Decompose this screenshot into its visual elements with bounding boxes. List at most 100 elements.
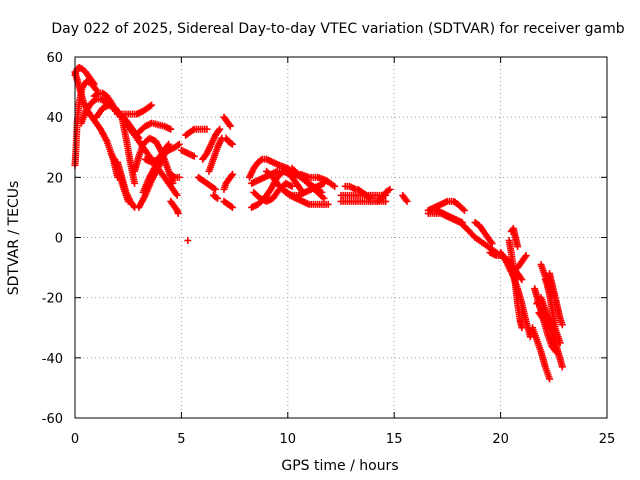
series-arc25	[222, 134, 236, 148]
series-arc08	[114, 101, 156, 118]
data-point	[174, 141, 182, 149]
y-tick-labels: -60 -40 -20 0 20 40 60	[42, 51, 63, 427]
series-arc06	[92, 101, 139, 187]
data-point	[548, 324, 556, 332]
data-point	[288, 182, 296, 190]
data-point	[226, 122, 234, 130]
series-arc34	[288, 164, 328, 202]
x-tick-label: 5	[177, 432, 185, 447]
data-point	[227, 202, 235, 210]
data-point	[521, 253, 529, 261]
data-point	[385, 186, 393, 194]
series-arc21	[205, 134, 226, 175]
data-point	[214, 194, 222, 202]
data-point	[558, 363, 566, 371]
series-arc16	[184, 237, 192, 245]
x-tick-label: 15	[386, 432, 403, 447]
series-arc48	[507, 224, 522, 251]
data-point	[228, 140, 236, 148]
data-point	[403, 197, 411, 205]
data-point	[215, 127, 223, 135]
data-point	[488, 240, 496, 248]
data-point	[517, 274, 525, 282]
data-point	[175, 140, 183, 148]
data-point	[146, 102, 154, 110]
series-arc44	[471, 218, 496, 248]
data-point	[386, 185, 394, 193]
data-point	[184, 237, 192, 245]
x-tick-label: 25	[599, 432, 616, 447]
data-point	[518, 276, 526, 284]
y-tick-label: -60	[42, 412, 63, 427]
data-point	[131, 179, 139, 187]
series-arc20	[199, 125, 224, 163]
series-arc38	[354, 185, 375, 202]
data-point	[203, 125, 211, 133]
series-arc11	[135, 119, 175, 136]
data-point	[167, 125, 175, 133]
y-tick-label: 60	[46, 51, 63, 66]
series-arc56	[535, 309, 556, 332]
data-point	[148, 101, 156, 109]
data-point	[320, 194, 328, 202]
data-point	[158, 155, 166, 163]
data-point	[460, 206, 468, 214]
data-point	[228, 203, 236, 211]
data-point	[212, 193, 220, 201]
x-tick-label: 10	[280, 432, 297, 447]
series-arc33	[280, 185, 332, 208]
series-arc15	[167, 197, 182, 217]
series-arc39	[373, 185, 394, 205]
data-point	[402, 196, 410, 204]
data-point	[211, 185, 219, 193]
y-tick-label: 20	[46, 171, 63, 186]
x-tick-labels: 0 5 10 15 20 25	[71, 432, 615, 447]
data-point	[173, 191, 181, 199]
series-arc24	[220, 113, 234, 130]
data-point	[546, 323, 554, 331]
data-point	[210, 184, 218, 192]
series-arc19	[167, 170, 183, 181]
y-tick-label: -20	[42, 292, 63, 307]
data-point	[170, 172, 178, 180]
data-point	[526, 333, 534, 341]
data-point	[189, 126, 197, 134]
data-point	[169, 179, 177, 187]
y-tick-label: 40	[46, 111, 63, 126]
series-arc23	[209, 191, 222, 202]
data-point	[320, 179, 328, 187]
series-arc49	[514, 252, 530, 272]
data-point	[367, 194, 375, 202]
data-point	[324, 200, 332, 208]
data-point	[365, 193, 373, 201]
y-tick-label: -40	[42, 352, 63, 367]
data-marks	[71, 64, 566, 383]
data-point	[165, 140, 173, 148]
series-arc41	[424, 197, 468, 214]
x-tick-label: 20	[492, 432, 509, 447]
series-arc27	[220, 197, 236, 211]
data-point	[458, 218, 466, 226]
data-point	[164, 142, 172, 150]
data-point	[190, 152, 198, 160]
data-point	[546, 375, 554, 383]
x-tick-label: 0	[71, 432, 79, 447]
data-point	[225, 121, 233, 129]
series-arc37	[341, 182, 360, 193]
data-point	[331, 182, 339, 190]
series-arc14	[135, 155, 166, 211]
data-point	[487, 238, 495, 246]
data-point	[514, 243, 522, 251]
series-arc09	[114, 158, 139, 211]
series-arc51	[529, 324, 554, 383]
data-point	[175, 173, 183, 181]
y-tick-label: 0	[55, 232, 63, 247]
series-arc22	[194, 173, 219, 193]
data-point	[558, 321, 566, 329]
data-point	[257, 156, 265, 164]
data-point	[227, 172, 235, 180]
data-point	[382, 197, 390, 205]
series-arc55	[546, 270, 566, 329]
